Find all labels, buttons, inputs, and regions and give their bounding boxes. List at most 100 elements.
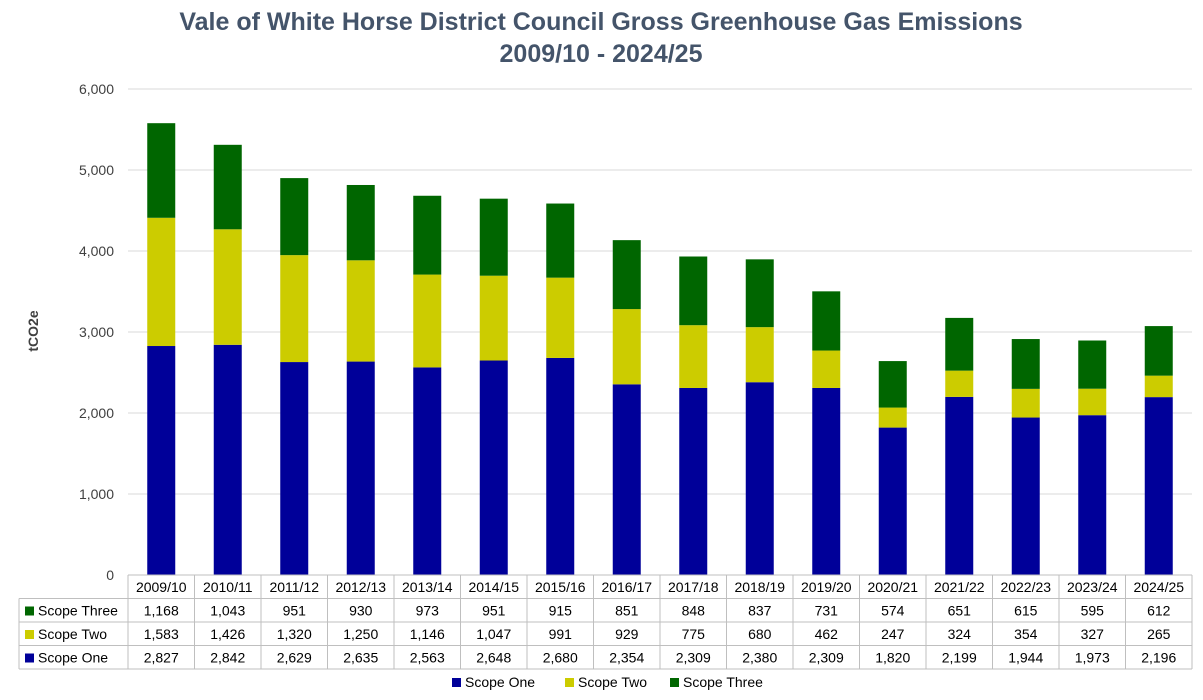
data-label: 731 [815, 603, 839, 619]
data-label: 2,199 [942, 650, 977, 666]
table-legend-key [25, 653, 34, 663]
bar-scope-one [1011, 417, 1040, 575]
legend-label: Scope Three [683, 674, 763, 690]
data-label: 2,635 [343, 650, 378, 666]
data-label: 991 [549, 626, 573, 642]
data-label: 1,820 [875, 650, 910, 666]
bar-scope-one [878, 427, 907, 575]
data-label: 973 [416, 603, 440, 619]
bar-scope-one [679, 387, 708, 575]
bar-scope-two [1078, 388, 1107, 416]
bar-scope-three [1011, 339, 1040, 389]
data-label: 651 [948, 603, 972, 619]
data-label: 951 [482, 603, 506, 619]
bar-scope-three [679, 256, 708, 326]
bar-scope-three [213, 144, 242, 230]
data-label: 324 [948, 626, 972, 642]
data-label: 574 [881, 603, 905, 619]
data-label: 354 [1014, 626, 1038, 642]
bar-scope-two [280, 255, 309, 363]
table-row-label: Scope Three [38, 603, 118, 619]
data-label: 1,583 [144, 626, 179, 642]
data-label: 612 [1147, 603, 1171, 619]
legend-label: Scope One [465, 674, 535, 690]
data-label: 1,426 [210, 626, 245, 642]
bar-scope-three [1078, 340, 1107, 389]
y-tick-label: 4,000 [79, 243, 114, 259]
bar-scope-three [546, 203, 575, 278]
table-legend-key [25, 606, 34, 616]
data-label: 2,842 [210, 650, 245, 666]
x-tick-label: 2015/16 [535, 579, 586, 595]
data-label: 462 [815, 626, 839, 642]
bar-scope-one [546, 357, 575, 575]
bar-scope-three [612, 240, 641, 310]
bar-scope-three [346, 184, 375, 261]
y-tick-labels: 0 1,000 2,000 3,000 4,000 5,000 6,000 [79, 81, 114, 583]
legend: Scope One Scope Two Scope Three [452, 674, 763, 690]
data-label: 1,944 [1008, 650, 1043, 666]
bar-scope-two [612, 309, 641, 385]
x-tick-label: 2022/23 [1000, 579, 1051, 595]
data-label: 929 [615, 626, 639, 642]
data-label: 2,380 [742, 650, 777, 666]
data-label: 930 [349, 603, 373, 619]
data-label: 595 [1081, 603, 1105, 619]
bar-scope-one [479, 360, 508, 575]
y-tick-label: 2,000 [79, 405, 114, 421]
data-label: 951 [283, 603, 307, 619]
legend-key [452, 678, 461, 687]
data-label: 680 [748, 626, 772, 642]
data-label: 2,629 [277, 650, 312, 666]
bar-scope-three [147, 123, 176, 218]
data-label: 851 [615, 603, 639, 619]
data-label: 2,309 [809, 650, 844, 666]
bar-scope-three [280, 178, 309, 256]
x-tick-label: 2014/15 [468, 579, 519, 595]
table-row-label: Scope One [38, 650, 108, 666]
data-label: 848 [682, 603, 706, 619]
bar-scope-three [1144, 326, 1173, 376]
bar-scope-three [745, 259, 774, 328]
x-tick-label: 2019/20 [801, 579, 852, 595]
data-label: 2,563 [410, 650, 445, 666]
data-label: 1,047 [476, 626, 511, 642]
bar-scope-two [546, 277, 575, 358]
data-label: 1,168 [144, 603, 179, 619]
data-label: 1,250 [343, 626, 378, 642]
data-label: 2,309 [676, 650, 711, 666]
data-label: 2,827 [144, 650, 179, 666]
bar-scope-one [1144, 397, 1173, 575]
data-label: 1,146 [410, 626, 445, 642]
bar-scope-two [812, 350, 841, 388]
data-label: 2,196 [1141, 650, 1176, 666]
bar-scope-three [812, 291, 841, 351]
bar-scope-two [413, 274, 442, 368]
x-tick-label: 2023/24 [1067, 579, 1118, 595]
bar-scope-two [945, 370, 974, 397]
y-tick-label: 0 [106, 567, 114, 583]
bar-scope-one [812, 387, 841, 575]
bar-scope-two [479, 275, 508, 361]
x-tick-label: 2011/12 [269, 579, 319, 595]
bar-scope-one [1078, 415, 1107, 575]
legend-label: Scope Two [578, 674, 647, 690]
y-tick-label: 5,000 [79, 162, 114, 178]
bar-scope-one [612, 384, 641, 575]
bar-scope-two [213, 229, 242, 345]
bar-scope-one [945, 396, 974, 575]
bar-scope-one [213, 344, 242, 575]
data-label: 1,973 [1075, 650, 1110, 666]
y-tick-label: 1,000 [79, 486, 114, 502]
x-tick-label: 2018/19 [734, 579, 785, 595]
data-label: 1,043 [210, 603, 245, 619]
bars [147, 123, 1173, 575]
table-legend-key [25, 630, 34, 639]
table-row-label: Scope Two [38, 626, 107, 642]
bar-scope-one [147, 346, 176, 575]
data-label: 247 [881, 626, 905, 642]
legend-key [565, 678, 574, 687]
data-label: 615 [1014, 603, 1038, 619]
data-label: 2,354 [609, 650, 644, 666]
